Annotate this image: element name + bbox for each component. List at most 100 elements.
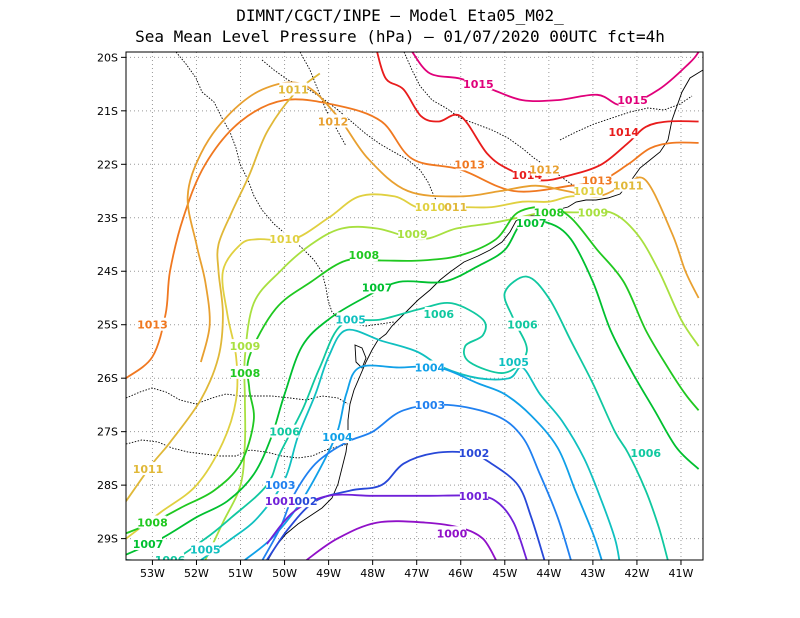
title-line-2: Sea Mean Level Pressure (hPa) – 01/07/20… — [135, 27, 665, 46]
island — [354, 344, 367, 369]
title-line-1: DIMNT/CGCT/INPE – Model Eta05_M02_ — [236, 6, 564, 25]
isobar-label-bg — [336, 312, 365, 326]
isobar-label-1008: 1008 — [349, 249, 380, 262]
y-tick-label: 27S — [97, 426, 118, 439]
isobar-label-bg — [508, 317, 537, 331]
isobar-label-1006: 1006 — [269, 426, 300, 439]
isobar-1014 — [376, 52, 699, 182]
isobar-label-1007: 1007 — [516, 217, 547, 230]
y-tick-label: 21S — [97, 105, 118, 118]
isobar-1011 — [126, 72, 321, 502]
isobar-label-bg — [156, 553, 185, 560]
isobar-label-1011: 1011 — [437, 201, 468, 214]
x-tick-label: 46W — [448, 567, 473, 580]
isobar-label-1002: 1002 — [459, 447, 490, 460]
x-tick-label: 53W — [140, 567, 165, 580]
y-tick-label: 24S — [97, 265, 118, 278]
isobar-label-1011: 1011 — [133, 463, 164, 476]
x-tick-label: 52W — [184, 567, 209, 580]
isobar-label-1014: 1014 — [608, 126, 639, 139]
isobar-label-bg — [398, 226, 427, 240]
isobar-label-bg — [614, 178, 643, 192]
isobar-label-1015: 1015 — [463, 78, 494, 91]
x-tick-label: 41W — [669, 567, 694, 580]
isobar-label-bg — [363, 280, 392, 294]
state-border — [126, 439, 349, 459]
isobar-label-1006: 1006 — [155, 554, 186, 567]
isobar-label-bg — [134, 536, 163, 550]
isobar-label-1009: 1009 — [397, 228, 428, 241]
isobar-labels: 1015101510141014101310131013101210121011… — [133, 77, 661, 567]
x-tick-label: 47W — [404, 567, 429, 580]
isobar-label-1007: 1007 — [362, 281, 393, 294]
isobar-label-bg — [349, 248, 378, 262]
isobar-1013 — [126, 98, 699, 379]
isobar-label-1006: 1006 — [630, 447, 661, 460]
isobar-label-bg — [266, 494, 295, 508]
isobar-label-bg — [437, 526, 466, 540]
y-tick-label: 25S — [97, 319, 118, 332]
isobar-1015 — [411, 52, 700, 107]
isobar-label-1010: 1010 — [415, 201, 446, 214]
isobar-1007 — [126, 219, 700, 556]
isobar-label-1001: 1001 — [265, 495, 296, 508]
isobar-1000 — [306, 520, 497, 560]
isobar-label-1008: 1008 — [137, 517, 168, 530]
isobar-label-bg — [437, 200, 466, 214]
isobar-label-1012: 1012 — [318, 116, 349, 129]
isobar-label-bg — [583, 173, 612, 187]
isobar-label-bg — [191, 542, 220, 556]
isobar-label-1009: 1009 — [230, 340, 261, 353]
isobar-label-bg — [138, 317, 167, 331]
isobar-label-bg — [534, 205, 563, 219]
y-tick-label: 29S — [97, 533, 118, 546]
plot-frame — [125, 51, 704, 561]
y-tick-label: 20S — [97, 51, 118, 64]
x-tick-label: 51W — [228, 567, 253, 580]
isobar-label-1005: 1005 — [335, 313, 366, 326]
isobar-label-bg — [270, 232, 299, 246]
state-border — [559, 95, 693, 141]
isobar-1008 — [126, 205, 700, 535]
isobar-label-bg — [266, 478, 295, 492]
isobar-label-bg — [459, 488, 488, 502]
isobar-label-bg — [270, 424, 299, 438]
isobar-label-bg — [464, 77, 493, 91]
isobar-label-bg — [415, 397, 444, 411]
isobar-label-1011: 1011 — [613, 180, 644, 193]
isobar-label-1015: 1015 — [617, 94, 648, 107]
isobar-label-1001: 1001 — [459, 490, 490, 503]
y-tick-label: 22S — [97, 158, 118, 171]
isobar-label-1005: 1005 — [498, 356, 529, 369]
isobar-1006 — [126, 275, 669, 560]
isobar-label-1007: 1007 — [133, 538, 164, 551]
isobar-label-1003: 1003 — [415, 399, 446, 412]
isobar-1010 — [126, 193, 602, 540]
isobar-label-1013: 1013 — [454, 158, 485, 171]
x-tick-label: 42W — [624, 567, 649, 580]
isobar-label-1005: 1005 — [190, 543, 221, 556]
x-tick-label: 45W — [492, 567, 517, 580]
isobar-label-1012: 1012 — [529, 164, 560, 177]
isobar-label-bg — [415, 200, 444, 214]
isobar-label-bg — [323, 430, 352, 444]
isobar-label-1000: 1000 — [437, 527, 468, 540]
isobar-label-bg — [230, 365, 259, 379]
isobar-label-1010: 1010 — [269, 233, 300, 246]
x-tick-label: 48W — [360, 567, 385, 580]
y-tick-label: 28S — [97, 479, 118, 492]
isobar-label-1010: 1010 — [573, 185, 604, 198]
y-tick-label: 23S — [97, 212, 118, 225]
isobar-label-bg — [631, 446, 660, 460]
isobar-label-bg — [574, 184, 603, 198]
isobar-label-bg — [230, 339, 259, 353]
axis-ticks: 53W 52W 51W 50W 49W 48W 47W 46W 45W 44W 43W 42W 41W 2… — [97, 51, 694, 580]
isobar-label-bg — [415, 360, 444, 374]
isobar-label-1004: 1004 — [322, 431, 353, 444]
isobar-label-1004: 1004 — [415, 361, 446, 374]
x-tick-label: 43W — [580, 567, 605, 580]
state-border — [299, 52, 347, 147]
isobar-label-bg — [134, 462, 163, 476]
isobar-label-bg — [459, 446, 488, 460]
